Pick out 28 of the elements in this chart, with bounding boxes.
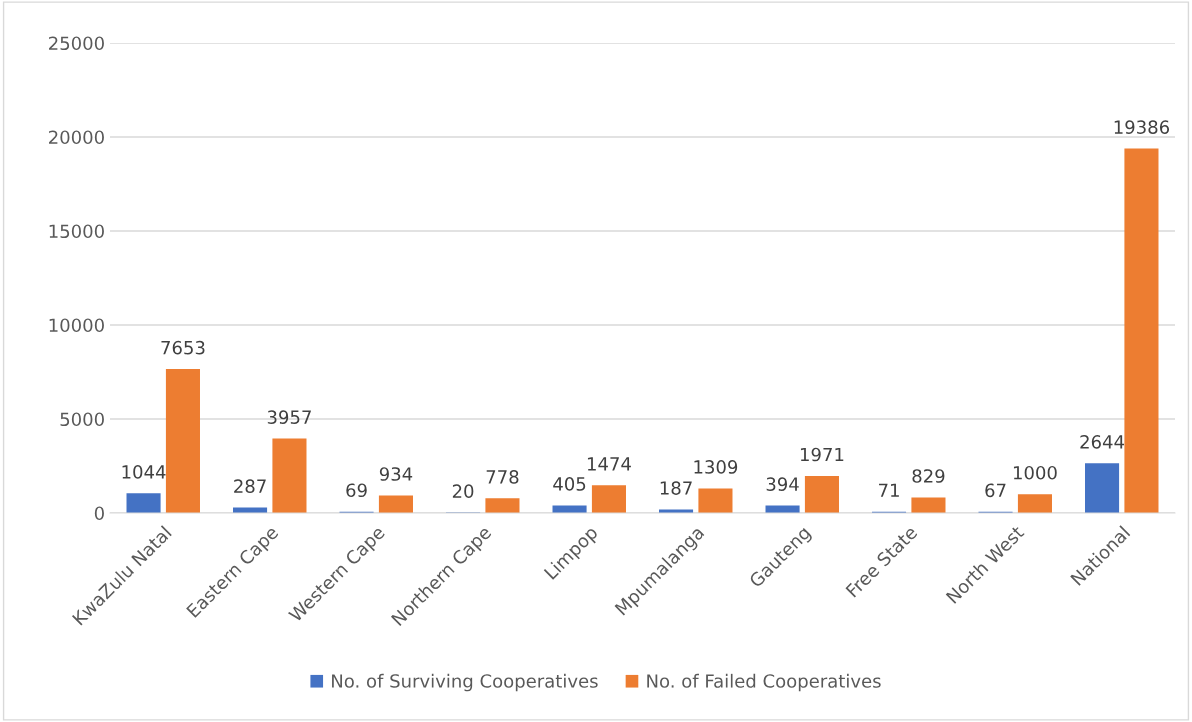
data-label: 934: [379, 467, 413, 481]
data-label: 71: [879, 483, 899, 497]
data-label: 394: [766, 477, 799, 491]
data-label: 1309: [694, 460, 738, 474]
data-label: 2644: [1080, 435, 1125, 449]
data-label: 7653: [161, 340, 205, 355]
y-tick-label: 15000: [49, 224, 104, 239]
legend-label: No. of Surviving Cooperatives: [332, 673, 598, 692]
y-tick-label: 0: [94, 506, 104, 521]
data-label: 1474: [587, 457, 631, 471]
y-tick-label: 25000: [49, 36, 104, 51]
data-label: 287: [234, 479, 266, 493]
data-label: 20: [452, 484, 474, 499]
data-label: 405: [553, 477, 586, 491]
data-label: 1971: [800, 447, 844, 462]
data-label: 187: [660, 481, 692, 495]
data-label: 1000: [1013, 465, 1057, 480]
legend-label: No. of Failed Cooperatives: [647, 673, 881, 692]
data-label: 829: [912, 469, 945, 483]
y-tick-label: 20000: [49, 130, 104, 145]
y-tick-label: 5000: [60, 412, 104, 427]
data-label: 67: [985, 483, 1006, 498]
data-label: 19386: [1114, 120, 1170, 134]
data-label: 1044: [122, 465, 166, 479]
data-label: 3957: [267, 410, 311, 424]
data-label: 778: [486, 470, 519, 484]
y-tick-label: 10000: [49, 318, 104, 333]
data-label: 69: [346, 483, 367, 498]
